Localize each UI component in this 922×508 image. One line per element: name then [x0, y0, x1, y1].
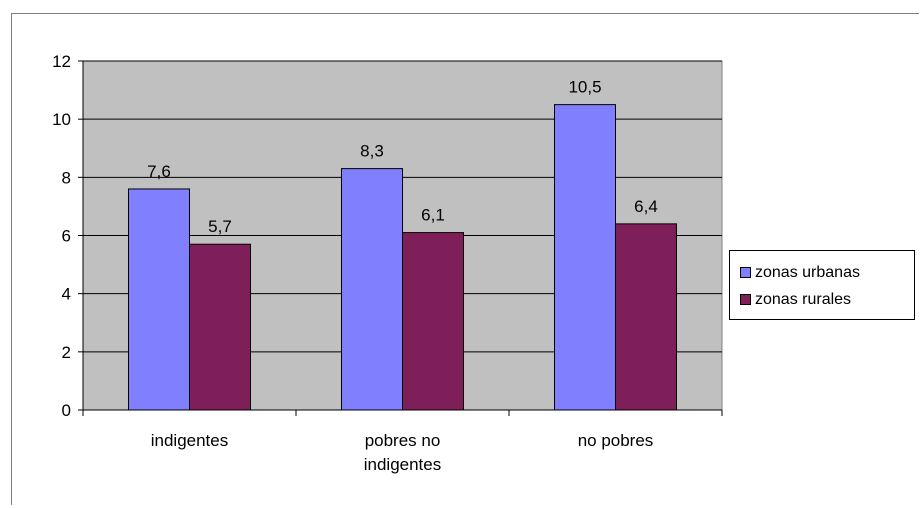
data-label-rurales-0: 5,7: [208, 217, 232, 236]
data-label-rurales-2: 6,4: [634, 197, 658, 216]
x-category-label-2: no pobres: [578, 431, 654, 450]
legend-swatch-urbanas: [740, 267, 751, 278]
bar-urbanas-0: [128, 188, 190, 411]
bar-urbanas-1: [341, 168, 403, 411]
legend-item-rurales: zonas rurales: [740, 286, 914, 313]
y-tick-label-4: 4: [62, 285, 71, 304]
bar-rurales-2: [615, 223, 677, 411]
legend-label-urbanas: zonas urbanas: [755, 263, 860, 281]
legend-swatch-rurales: [740, 294, 751, 305]
x-category-label-0: indigentes: [151, 431, 229, 450]
y-tick-label-0: 0: [62, 401, 71, 420]
legend-label-rurales: zonas rurales: [755, 290, 852, 308]
data-label-urbanas-0: 7,6: [147, 162, 171, 181]
data-label-urbanas-1: 8,3: [360, 142, 384, 161]
legend: zonas urbanas zonas rurales: [729, 250, 915, 320]
bar-urbanas-2: [554, 104, 616, 411]
x-category-label-1-line0: pobres no: [365, 431, 441, 450]
x-category-label-1-line1: indigentes: [364, 455, 442, 474]
y-tick-label-10: 10: [52, 110, 71, 129]
y-tick-label-2: 2: [62, 343, 71, 362]
data-label-urbanas-2: 10,5: [568, 78, 601, 97]
legend-item-urbanas: zonas urbanas: [740, 259, 914, 286]
data-label-rurales-1: 6,1: [421, 206, 445, 225]
y-tick-label-12: 12: [52, 52, 71, 71]
chart-frame: [11, 13, 919, 505]
y-tick-label-6: 6: [62, 227, 71, 246]
y-tick-label-8: 8: [62, 168, 71, 187]
bar-rurales-0: [189, 243, 251, 411]
bar-rurales-1: [402, 232, 464, 411]
